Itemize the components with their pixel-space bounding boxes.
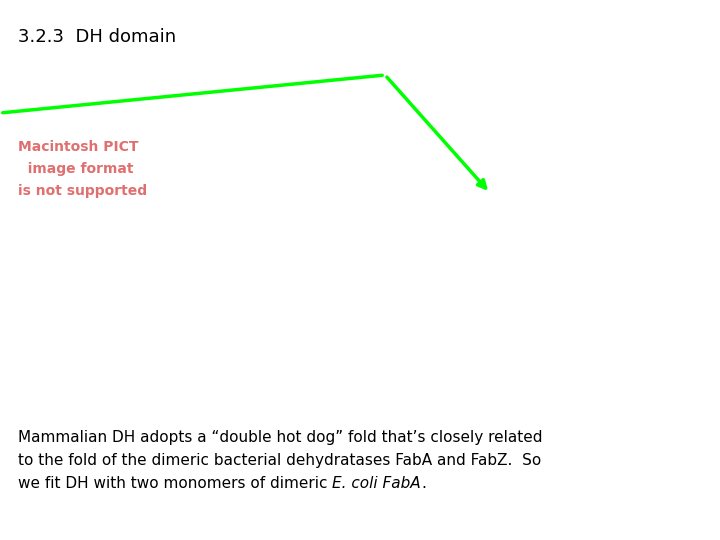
Text: .: . [421, 476, 426, 491]
Text: Macintosh PICT: Macintosh PICT [18, 140, 138, 154]
Text: is not supported: is not supported [18, 184, 147, 198]
Text: 3.2.3  DH domain: 3.2.3 DH domain [18, 28, 176, 46]
Text: E. coli FabA: E. coli FabA [333, 476, 421, 491]
Text: to the fold of the dimeric bacterial dehydratases FabA and FabZ.  So: to the fold of the dimeric bacterial deh… [18, 453, 541, 468]
Text: we fit DH with two monomers of dimeric: we fit DH with two monomers of dimeric [18, 476, 333, 491]
Text: image format: image format [18, 162, 133, 176]
Text: Mammalian DH adopts a “double hot dog” fold that’s closely related: Mammalian DH adopts a “double hot dog” f… [18, 430, 542, 445]
